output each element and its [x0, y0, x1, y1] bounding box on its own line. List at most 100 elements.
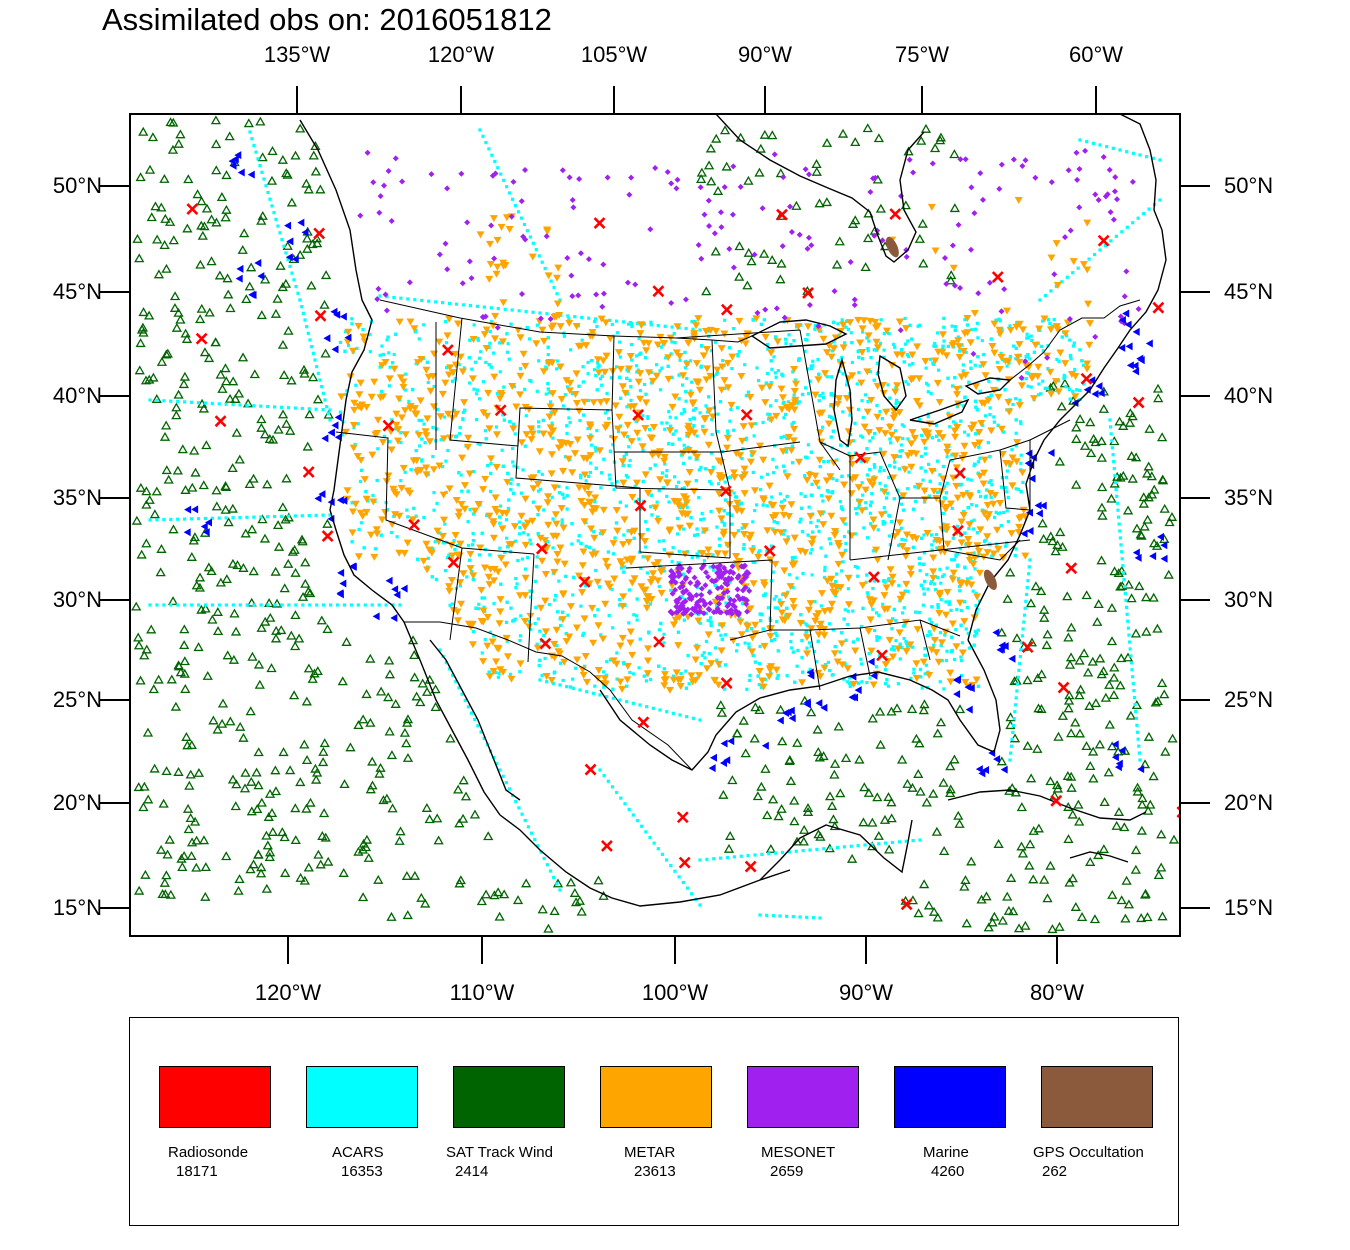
- sat-track-wind-marker: [791, 836, 803, 846]
- acars-marker: [950, 506, 954, 510]
- sat-track-wind-marker: [140, 375, 152, 385]
- acars-track-marker: [303, 318, 307, 322]
- acars-marker: [596, 608, 600, 612]
- sat-track-wind-marker: [1103, 767, 1114, 777]
- acars-track-marker: [517, 309, 521, 313]
- sat-track-wind-marker: [886, 813, 897, 823]
- sat-track-wind-marker: [932, 912, 943, 922]
- sat-track-wind-marker: [1130, 864, 1141, 874]
- sat-track-wind-marker: [179, 656, 190, 666]
- sat-track-wind-marker: [136, 324, 148, 334]
- sat-track-wind-marker: [799, 824, 810, 834]
- acars-marker: [882, 348, 886, 352]
- sat-track-wind-marker: [136, 549, 147, 559]
- acars-marker: [509, 606, 513, 610]
- acars-marker: [1048, 321, 1052, 326]
- acars-marker: [579, 541, 583, 546]
- acars-track-marker: [378, 294, 382, 298]
- acars-marker: [536, 489, 541, 493]
- sat-track-wind-marker: [1115, 472, 1126, 482]
- acars-marker: [781, 374, 785, 378]
- sat-track-wind-marker: [512, 895, 524, 905]
- sat-track-wind-marker: [220, 504, 231, 514]
- acars-track-marker: [1098, 143, 1102, 147]
- sat-track-wind-marker: [189, 445, 200, 455]
- acars-marker: [468, 558, 472, 562]
- acars-marker: [816, 357, 820, 362]
- acars-marker: [536, 513, 540, 517]
- acars-marker: [673, 475, 677, 479]
- acars-marker: [474, 417, 479, 422]
- acars-marker: [775, 676, 779, 680]
- acars-track-marker: [1076, 266, 1080, 270]
- sat-track-wind-marker: [303, 184, 314, 194]
- acars-marker: [839, 443, 843, 447]
- acars-marker: [504, 518, 509, 522]
- acars-track-marker: [406, 297, 410, 301]
- acars-marker: [471, 629, 475, 634]
- sat-track-wind-marker: [911, 733, 922, 743]
- sat-track-wind-marker: [215, 369, 226, 379]
- acars-marker: [978, 364, 982, 368]
- sat-track-wind-marker: [1045, 776, 1056, 786]
- acars-marker: [868, 468, 872, 472]
- acars-marker: [601, 670, 606, 674]
- sat-track-wind-marker: [765, 843, 777, 853]
- acars-marker: [829, 415, 833, 420]
- sat-track-wind-marker: [251, 767, 262, 777]
- acars-track-marker: [611, 696, 615, 700]
- acars-marker: [704, 639, 709, 643]
- acars-marker: [546, 345, 550, 349]
- sat-track-wind-marker: [1074, 414, 1086, 424]
- acars-marker: [803, 386, 808, 390]
- acars-marker: [546, 353, 550, 357]
- acars-track-marker: [286, 514, 291, 518]
- acars-marker: [792, 339, 796, 343]
- acars-marker: [659, 621, 663, 626]
- acars-marker: [805, 646, 809, 650]
- sat-track-wind-marker: [133, 640, 145, 650]
- acars-marker: [802, 474, 807, 478]
- acars-marker: [680, 383, 685, 387]
- sat-track-wind-marker: [1062, 770, 1073, 780]
- sat-track-wind-marker: [1025, 598, 1037, 608]
- acars-marker: [512, 464, 516, 468]
- acars-marker: [998, 319, 1002, 323]
- sat-track-wind-marker: [762, 810, 773, 820]
- acars-marker: [599, 486, 603, 490]
- acars-marker: [811, 364, 815, 368]
- acars-marker: [683, 350, 687, 355]
- sat-track-wind-marker: [306, 280, 317, 290]
- sat-track-wind-marker: [433, 835, 444, 845]
- acars-marker: [511, 460, 515, 464]
- acars-marker: [953, 325, 957, 329]
- acars-marker: [954, 553, 958, 557]
- sat-track-wind-marker: [301, 755, 313, 765]
- acars-track-marker: [308, 338, 312, 342]
- acars-marker: [960, 641, 965, 645]
- sat-track-wind-marker: [872, 792, 883, 802]
- acars-marker: [529, 379, 533, 383]
- acars-marker: [477, 356, 482, 360]
- acars-track-marker: [276, 224, 280, 228]
- acars-marker: [945, 455, 949, 459]
- acars-marker: [953, 376, 957, 380]
- acars-marker: [463, 408, 467, 412]
- acars-marker: [479, 350, 483, 354]
- sat-track-wind-marker: [361, 689, 372, 699]
- acars-marker: [671, 432, 675, 436]
- acars-marker: [494, 425, 499, 429]
- sat-track-wind-marker: [719, 125, 731, 135]
- sat-track-wind-marker: [402, 717, 413, 727]
- sat-track-wind-marker: [953, 810, 964, 820]
- acars-marker: [930, 605, 934, 609]
- sat-track-wind-marker: [1017, 848, 1029, 858]
- acars-track-marker: [552, 285, 556, 290]
- acars-marker: [826, 660, 830, 664]
- acars-marker: [810, 547, 814, 552]
- acars-marker: [444, 341, 449, 345]
- sat-track-wind-marker: [353, 846, 364, 856]
- acars-track-marker: [625, 700, 629, 704]
- sat-track-wind-marker: [270, 566, 281, 576]
- acars-marker: [748, 673, 752, 678]
